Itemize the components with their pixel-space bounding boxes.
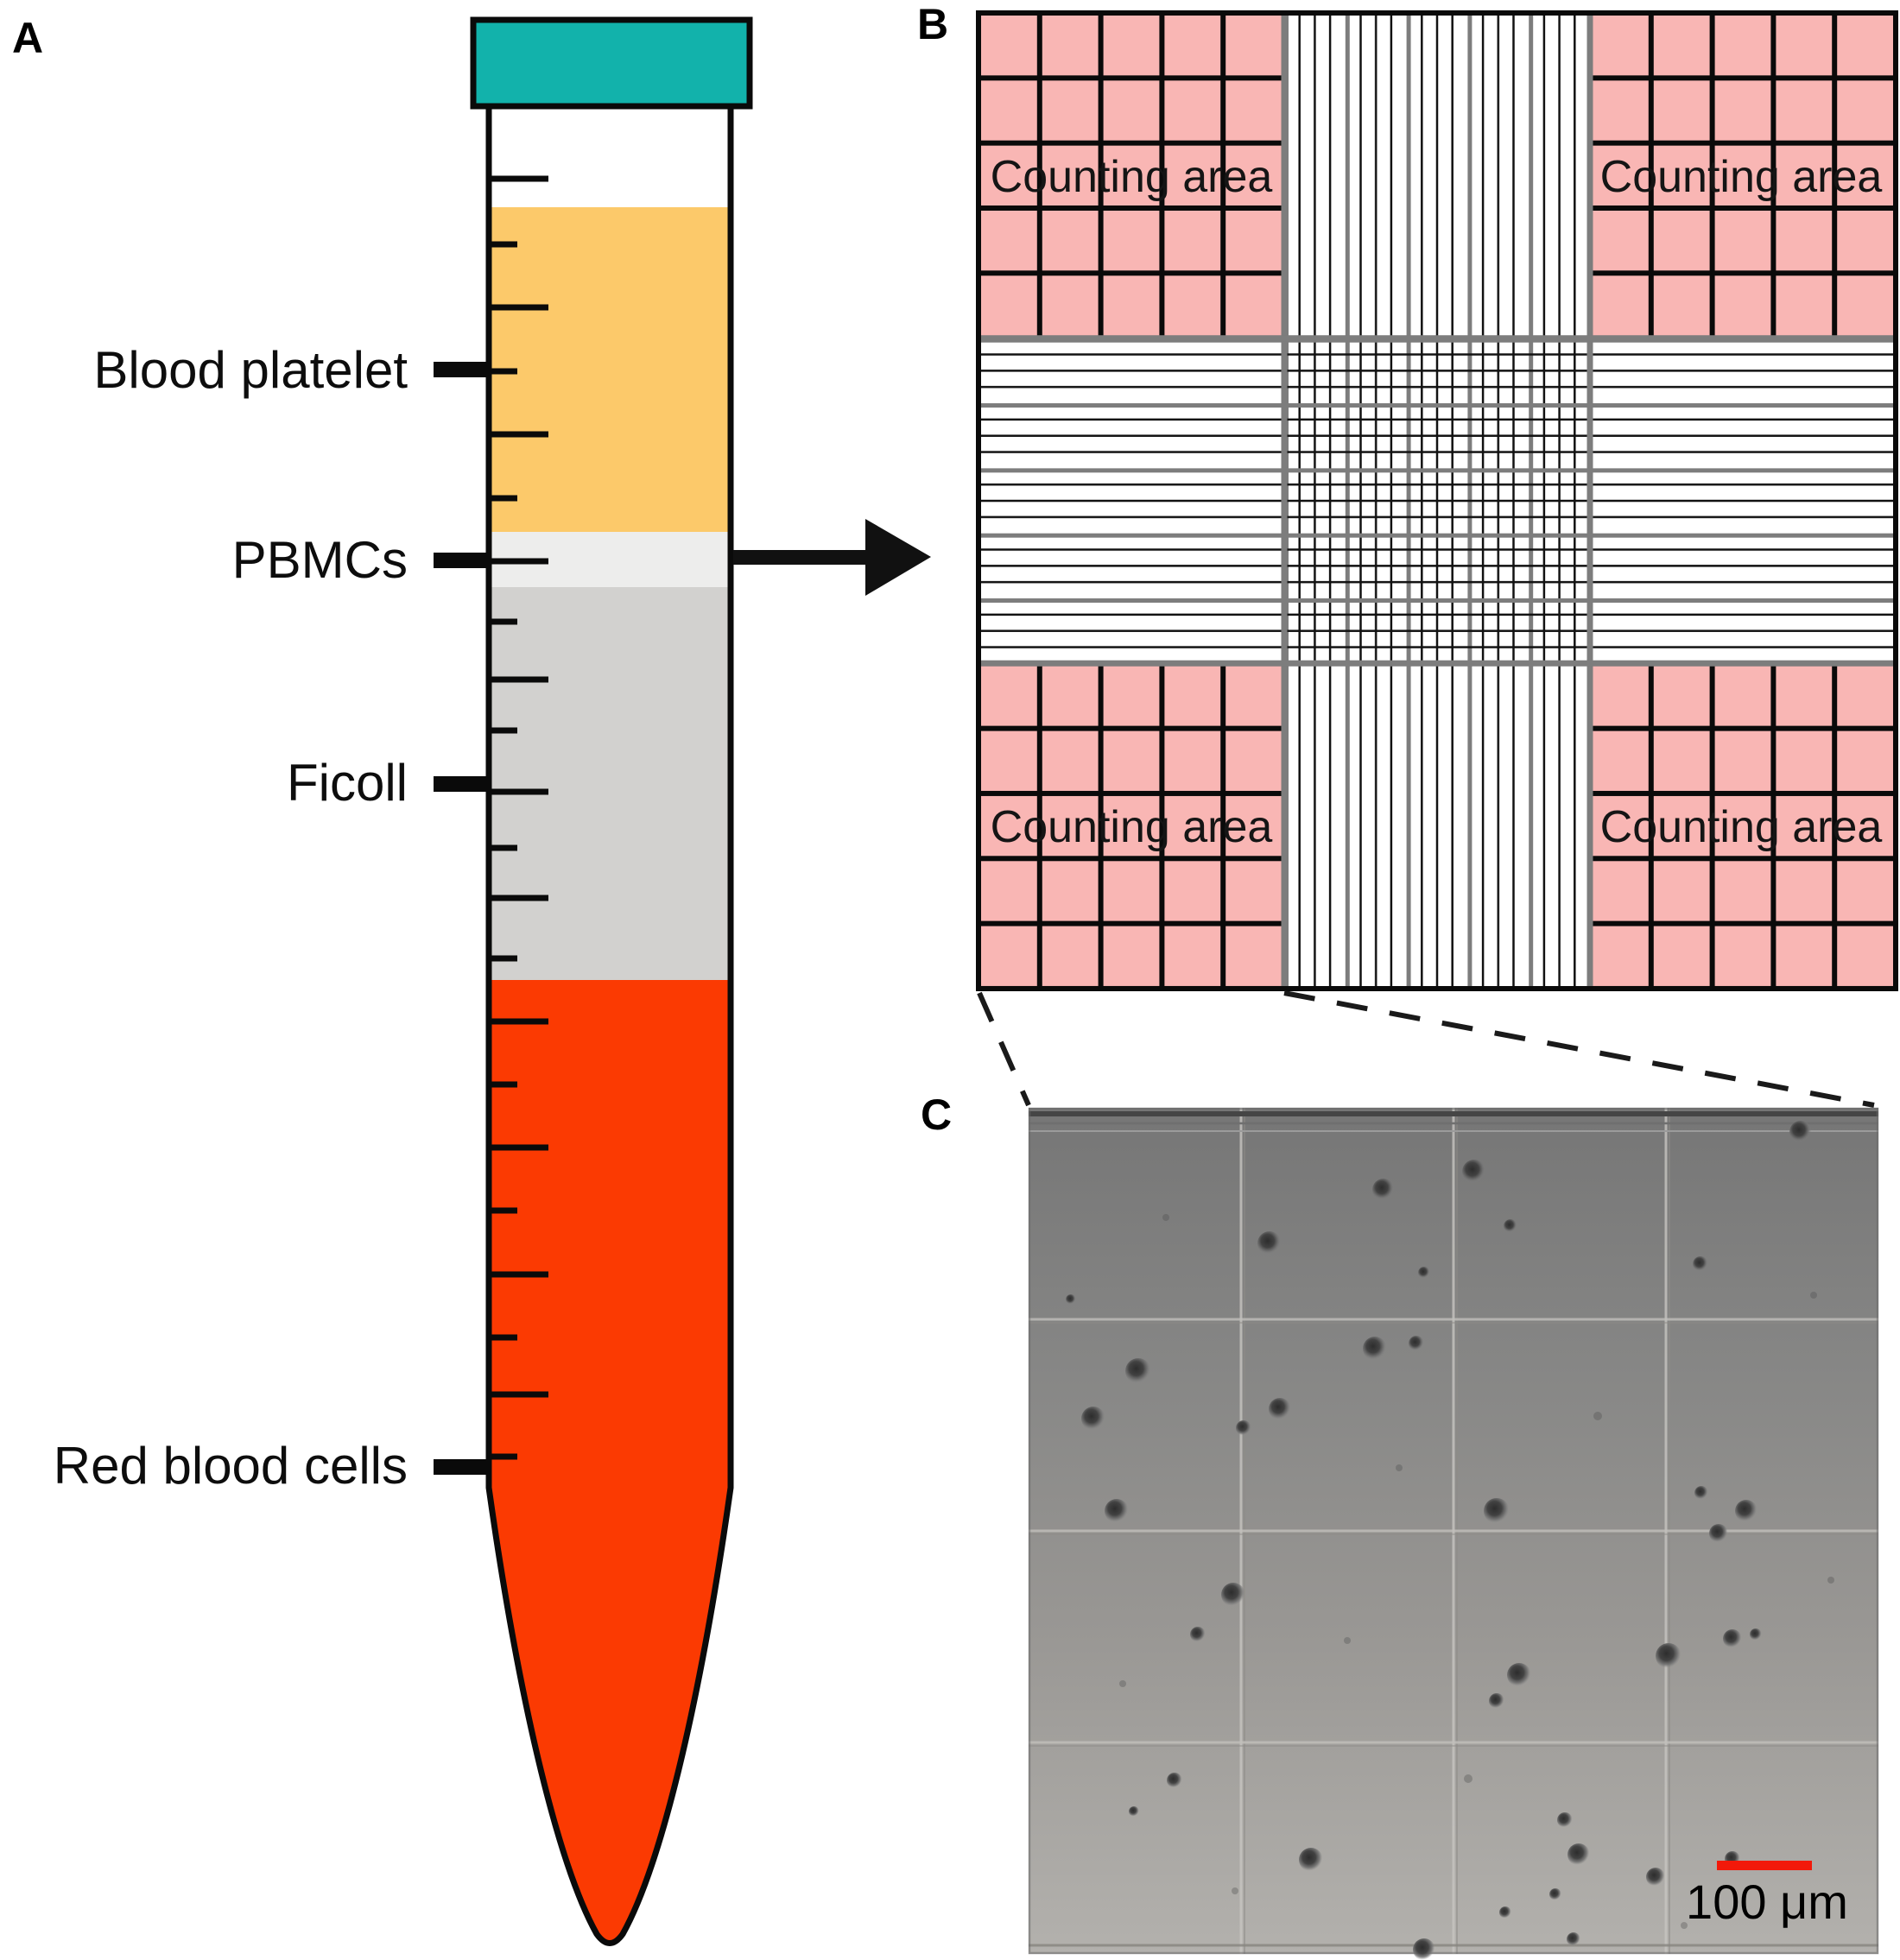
counting-area-label-top-left: Counting area <box>991 152 1273 202</box>
corner-grid-lines <box>1590 13 1896 338</box>
corner-grid-lines <box>978 663 1284 989</box>
scale-bar-label: 100 μm <box>1686 1875 1848 1929</box>
major-divider-lines <box>978 13 1896 989</box>
counting-area-blocks <box>978 13 1896 989</box>
micrograph-grid-lines <box>1028 1107 1879 1955</box>
layer-red-blood-cells <box>489 980 731 1944</box>
centrifuge-tube: Blood platelet PBMCs Ficoll Red blood ce… <box>54 16 753 1946</box>
panel-b: B Counting area Coun <box>917 0 1898 991</box>
layer-blood-platelet <box>489 207 731 532</box>
scale-bar <box>1717 1861 1812 1870</box>
red-blood-cells-label: Red blood cells <box>54 1437 408 1495</box>
panel-a: A <box>12 14 931 1946</box>
corner-grid-lines <box>978 13 1284 338</box>
blood-platelet-dash <box>434 362 489 377</box>
red-blood-cells-dash <box>434 1459 489 1475</box>
corner-grid-lines <box>1590 663 1896 989</box>
panel-c-label: C <box>921 1091 952 1139</box>
counting-area-label-bottom-right: Counting area <box>1600 802 1883 852</box>
tube-ticks <box>489 175 548 1460</box>
counting-area-label-top-right: Counting area <box>1600 152 1883 202</box>
fine-band-left <box>978 338 1284 664</box>
fine-band-right <box>1590 338 1896 664</box>
zoom-projection-lines <box>977 990 1875 1108</box>
ficoll-label: Ficoll <box>287 754 408 812</box>
projection-line-right <box>1283 990 1875 1108</box>
pbmc-arrow <box>733 519 931 596</box>
layer-ficoll <box>489 587 731 980</box>
arrow-shaft <box>733 550 870 565</box>
tube-outline <box>485 106 734 1946</box>
faint-debris <box>1119 1214 1834 1929</box>
fine-band-bottom <box>1284 663 1590 989</box>
fine-band-center-h <box>1284 338 1590 664</box>
projection-line-left <box>977 991 1031 1107</box>
tube-cap <box>470 16 753 110</box>
panel-c: C <box>921 1091 1879 1960</box>
panel-b-label: B <box>917 0 948 48</box>
arrow-head-icon <box>865 519 931 596</box>
panel-a-label: A <box>12 14 43 62</box>
fine-band-top <box>1284 13 1590 338</box>
cell-blobs <box>1066 1121 1812 1960</box>
pbmcs-dash <box>434 553 489 568</box>
counting-area-label-bottom-left: Counting area <box>991 802 1273 852</box>
blood-platelet-label: Blood platelet <box>93 341 408 399</box>
layer-air <box>489 106 731 210</box>
ficoll-dash <box>434 776 489 792</box>
fine-grid-bands <box>978 13 1896 989</box>
hemocytometer-border <box>976 10 1898 991</box>
pbmcs-label: PBMCs <box>232 531 408 589</box>
annotation-dashes <box>434 362 489 1475</box>
